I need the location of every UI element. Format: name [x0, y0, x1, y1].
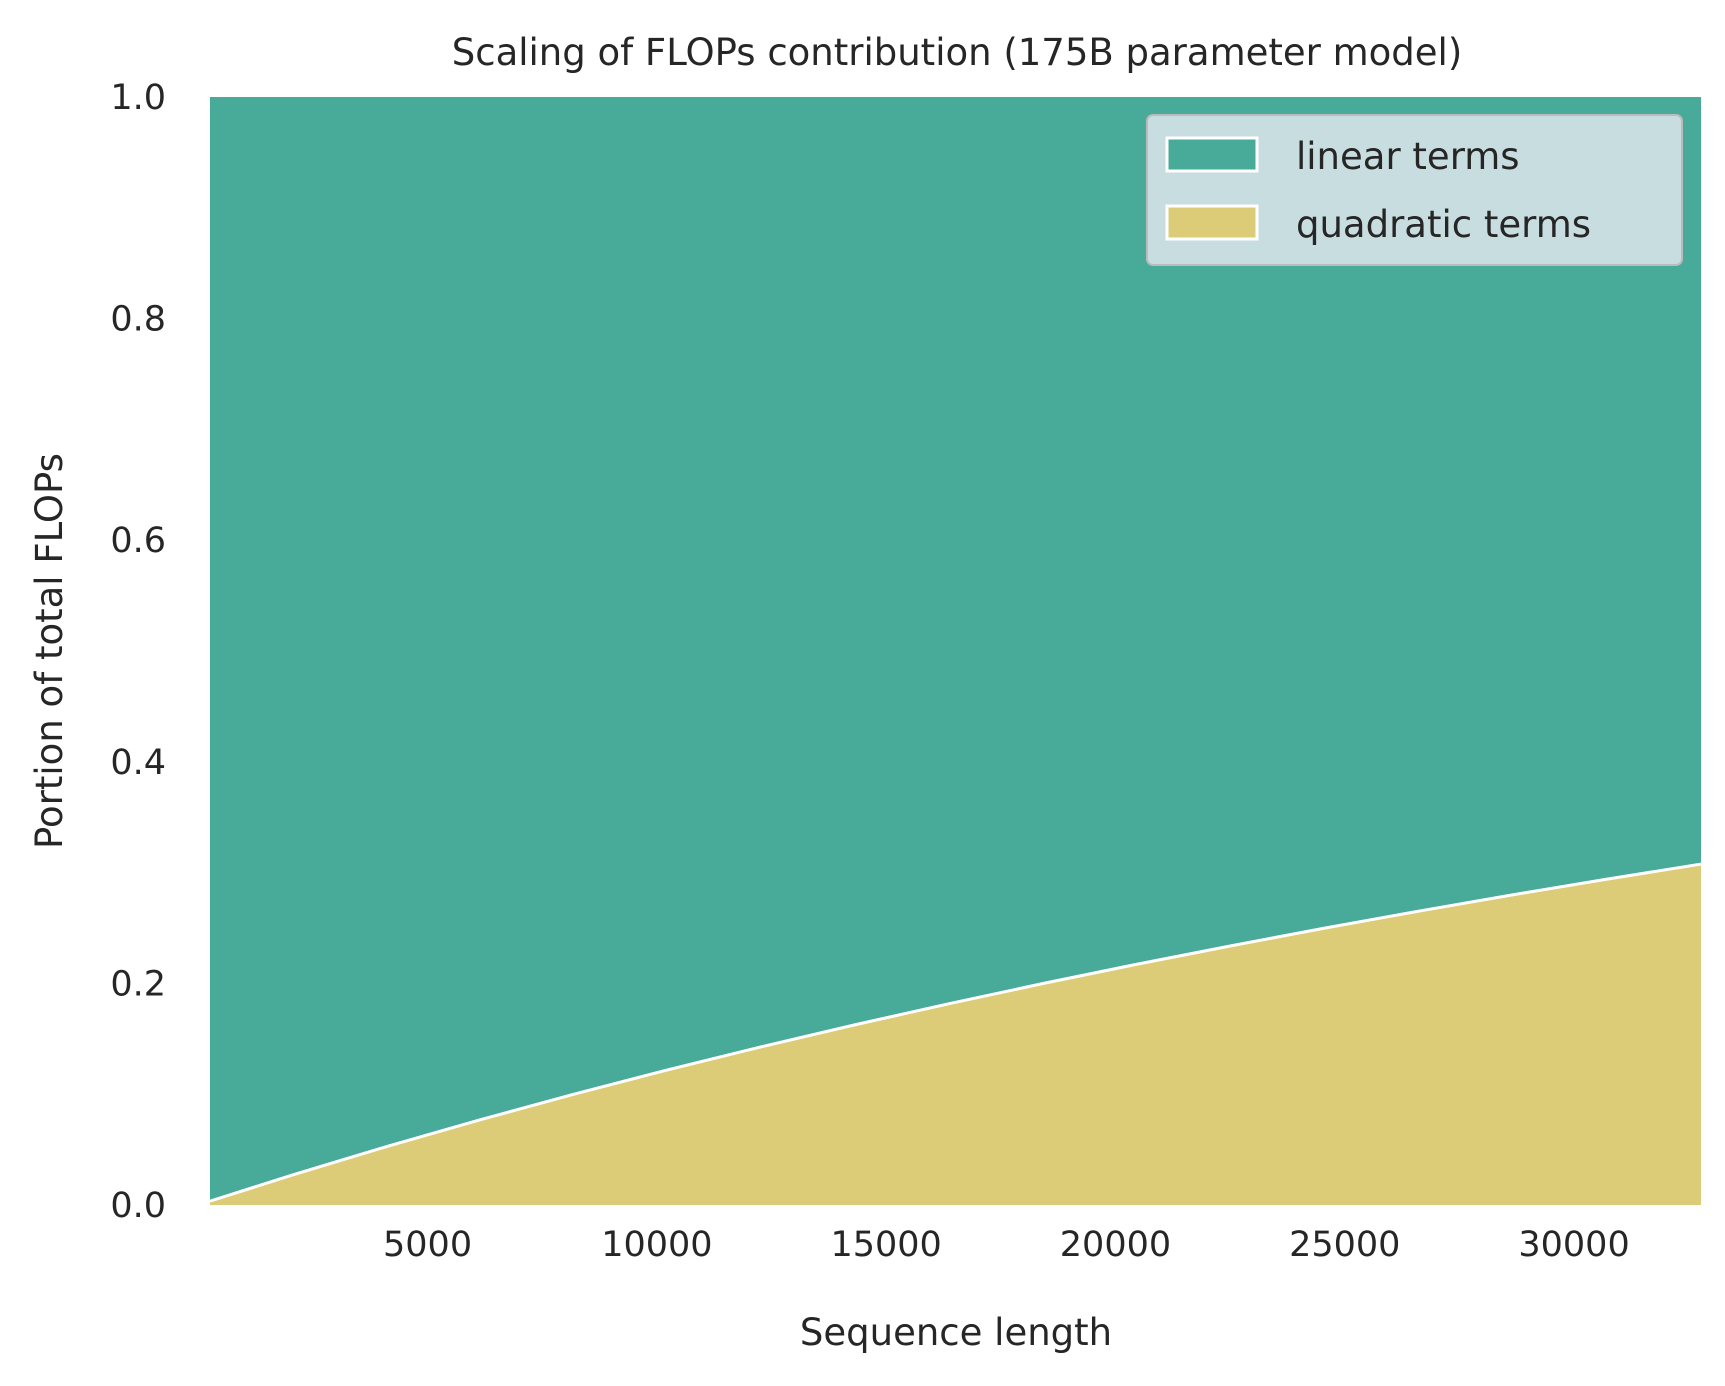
- area-quadratic-terms: [210, 864, 1701, 1205]
- y-tick-label: 0.0: [110, 1186, 166, 1226]
- x-tick-label: 30000: [1518, 1225, 1629, 1265]
- y-tick-label: 0.4: [110, 743, 166, 783]
- area-linear-terms: [210, 97, 1701, 1202]
- y-tick-label: 0.2: [110, 964, 166, 1004]
- chart-title: Scaling of FLOPs contribution (175B para…: [452, 31, 1463, 74]
- boundary-line: [209, 862, 1702, 1203]
- x-tick-label: 15000: [830, 1225, 941, 1265]
- legend-label-linear: linear terms: [1296, 135, 1520, 178]
- x-tick-labels: 5000 10000 15000 20000 25000 30000: [383, 1225, 1630, 1265]
- legend: linear terms quadratic terms: [1146, 114, 1683, 266]
- y-axis-label: Portion of total FLOPs: [28, 453, 71, 849]
- y-tick-label: 0.8: [110, 300, 166, 340]
- x-axis-label: Sequence length: [800, 1311, 1112, 1354]
- x-tick-label: 10000: [601, 1225, 712, 1265]
- y-tick-label: 1.0: [110, 78, 166, 118]
- legend-box: [1146, 114, 1683, 266]
- y-tick-label: 0.6: [110, 521, 166, 561]
- legend-label-quadratic: quadratic terms: [1296, 203, 1591, 246]
- y-tick-labels: 0.0 0.2 0.4 0.6 0.8 1.0: [110, 78, 166, 1226]
- plot-area: [209, 97, 1702, 1205]
- legend-patch-linear: [1165, 136, 1259, 173]
- x-tick-label: 20000: [1060, 1225, 1171, 1265]
- legend-patch-quadratic: [1165, 204, 1259, 241]
- x-tick-label: 5000: [383, 1225, 472, 1265]
- x-tick-label: 25000: [1289, 1225, 1400, 1265]
